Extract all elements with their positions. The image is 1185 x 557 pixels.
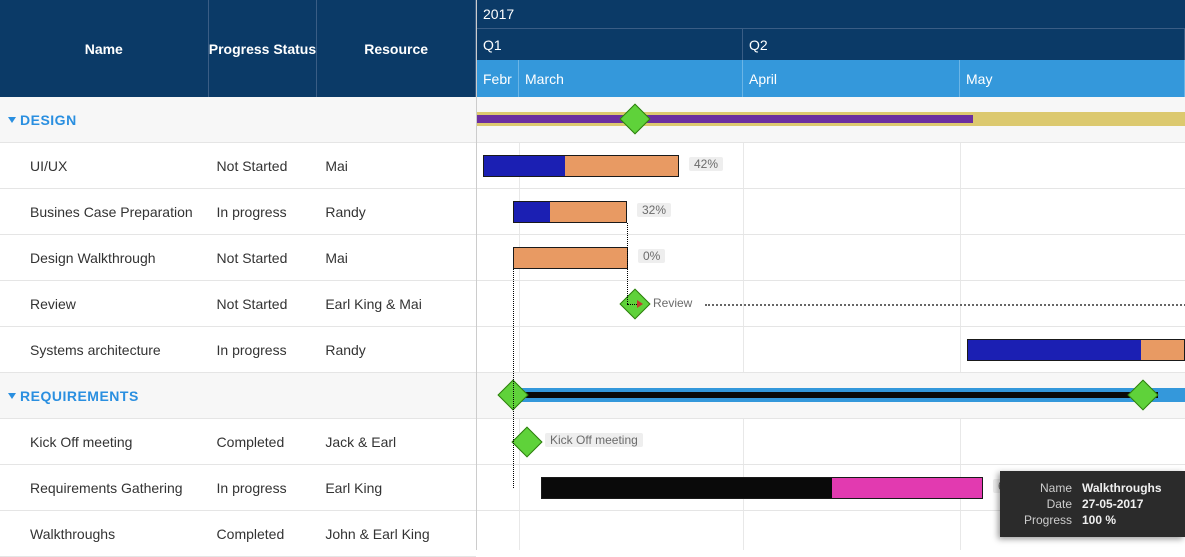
tooltip-prog-val: 100 % bbox=[1082, 513, 1116, 527]
col-header-resource[interactable]: Resource bbox=[317, 0, 476, 97]
timeline-quarters: Q1Q2 bbox=[477, 29, 1185, 60]
grid-header: Name Progress Status Resource bbox=[0, 0, 476, 97]
milestone-diamond-icon[interactable] bbox=[1127, 379, 1158, 410]
task-resource: Jack & Earl bbox=[317, 434, 476, 450]
task-progress bbox=[542, 478, 832, 498]
task-bar[interactable] bbox=[541, 477, 983, 499]
month-cell: Febr bbox=[477, 60, 519, 97]
task-row[interactable]: Systems architecture In progressRandy bbox=[0, 327, 476, 373]
task-bar[interactable] bbox=[513, 247, 628, 269]
dependency-line bbox=[627, 304, 637, 305]
task-bar[interactable] bbox=[967, 339, 1185, 361]
task-row[interactable]: UI/UX Not StartedMai bbox=[0, 143, 476, 189]
task-name: Kick Off meeting bbox=[8, 434, 132, 450]
chart-row[interactable]: Review bbox=[477, 281, 1185, 327]
summary-bar[interactable] bbox=[513, 388, 1185, 402]
task-resource: John & Earl King bbox=[317, 526, 476, 542]
task-name: UI/UX bbox=[8, 158, 67, 174]
tooltip-prog-key: Progress bbox=[1012, 513, 1072, 527]
month-cell: May bbox=[960, 60, 1185, 97]
task-status: In progress bbox=[209, 204, 318, 220]
chart-row[interactable]: Kick Off meeting bbox=[477, 419, 1185, 465]
chart-row[interactable]: 0% bbox=[477, 235, 1185, 281]
dependency-line bbox=[705, 304, 1185, 306]
milestone-diamond-icon[interactable] bbox=[619, 103, 650, 134]
group-name: DESIGN bbox=[20, 112, 77, 128]
dependency-arrow-icon bbox=[637, 300, 643, 308]
group-row[interactable]: REQUIREMENTS bbox=[0, 373, 476, 419]
milestone-label: Review bbox=[653, 296, 692, 310]
tooltip-name-key: Name bbox=[1012, 481, 1072, 495]
quarter-cell: Q1 bbox=[477, 29, 743, 60]
progress-label: 0% bbox=[638, 249, 665, 263]
task-resource: Earl King & Mai bbox=[317, 296, 476, 312]
task-row[interactable]: Kick Off meeting CompletedJack & Earl bbox=[0, 419, 476, 465]
progress-label: 32% bbox=[637, 203, 671, 217]
task-bar[interactable] bbox=[513, 201, 627, 223]
milestone-label: Kick Off meeting bbox=[545, 433, 643, 447]
task-resource: Earl King bbox=[317, 480, 476, 496]
task-row[interactable]: Busines Case Preparation In progressRandy bbox=[0, 189, 476, 235]
timeline-year: 2017 bbox=[477, 0, 1185, 29]
task-name: Requirements Gathering bbox=[8, 480, 183, 496]
group-name: REQUIREMENTS bbox=[20, 388, 139, 404]
task-row[interactable]: Requirements Gathering In progressEarl Ki… bbox=[0, 465, 476, 511]
task-name: Systems architecture bbox=[8, 342, 161, 358]
progress-label: 42% bbox=[689, 157, 723, 171]
grid-body: DESIGNUI/UXNot StartedMaiBusines Case Pr… bbox=[0, 97, 476, 557]
expand-caret-icon[interactable] bbox=[8, 117, 16, 123]
task-status: Not Started bbox=[209, 296, 318, 312]
task-resource: Mai bbox=[317, 158, 476, 174]
task-progress bbox=[484, 156, 565, 176]
timeline-months: FebrMarchAprilMay bbox=[477, 60, 1185, 97]
task-status: In progress bbox=[209, 480, 318, 496]
task-status: Completed bbox=[209, 526, 318, 542]
col-header-status[interactable]: Progress Status bbox=[209, 0, 318, 97]
dependency-line bbox=[627, 223, 628, 304]
tooltip-name-val: Walkthroughs bbox=[1082, 481, 1162, 495]
month-cell: March bbox=[519, 60, 743, 97]
task-tooltip: Name Walkthroughs Date 27-05-2017 Progre… bbox=[1000, 471, 1185, 537]
task-resource: Randy bbox=[317, 204, 476, 220]
task-name: Review bbox=[8, 296, 76, 312]
task-name: Design Walkthrough bbox=[8, 250, 156, 266]
timeline-header: 2017 Q1Q2 FebrMarchAprilMay bbox=[477, 0, 1185, 97]
task-resource: Randy bbox=[317, 342, 476, 358]
gantt-chart: Name Progress Status Resource DESIGN UI/U… bbox=[0, 0, 1185, 550]
chart-row[interactable] bbox=[477, 373, 1185, 419]
group-row[interactable]: DESIGN bbox=[0, 97, 476, 143]
task-status: In progress bbox=[209, 342, 318, 358]
task-bar[interactable] bbox=[483, 155, 679, 177]
milestone-diamond-icon[interactable] bbox=[511, 426, 542, 457]
tooltip-date-val: 27-05-2017 bbox=[1082, 497, 1143, 511]
chart-row[interactable]: 32% bbox=[477, 189, 1185, 235]
task-status: Completed bbox=[209, 434, 318, 450]
chart-row[interactable] bbox=[477, 97, 1185, 143]
task-status: Not Started bbox=[209, 250, 318, 266]
col-header-name[interactable]: Name bbox=[0, 0, 209, 97]
month-cell: April bbox=[743, 60, 960, 97]
chart-row[interactable]: 42% bbox=[477, 143, 1185, 189]
chart-row[interactable] bbox=[477, 327, 1185, 373]
dependency-line bbox=[513, 269, 514, 488]
task-resource: Mai bbox=[317, 250, 476, 266]
task-progress bbox=[968, 340, 1141, 360]
task-name: Busines Case Preparation bbox=[8, 204, 193, 220]
timeline-chart: 2017 Q1Q2 FebrMarchAprilMay 42% 32% 0% Revi… bbox=[477, 0, 1185, 550]
task-grid: Name Progress Status Resource DESIGN UI/U… bbox=[0, 0, 477, 550]
task-row[interactable]: Walkthroughs CompletedJohn & Earl King bbox=[0, 511, 476, 557]
task-name: Walkthroughs bbox=[8, 526, 115, 542]
quarter-cell: Q2 bbox=[743, 29, 1185, 60]
task-status: Not Started bbox=[209, 158, 318, 174]
task-row[interactable]: Review Not StartedEarl King & Mai bbox=[0, 281, 476, 327]
summary-bar[interactable] bbox=[477, 112, 1185, 126]
task-progress bbox=[514, 202, 550, 222]
expand-caret-icon[interactable] bbox=[8, 393, 16, 399]
task-row[interactable]: Design Walkthrough Not StartedMai bbox=[0, 235, 476, 281]
tooltip-date-key: Date bbox=[1012, 497, 1072, 511]
